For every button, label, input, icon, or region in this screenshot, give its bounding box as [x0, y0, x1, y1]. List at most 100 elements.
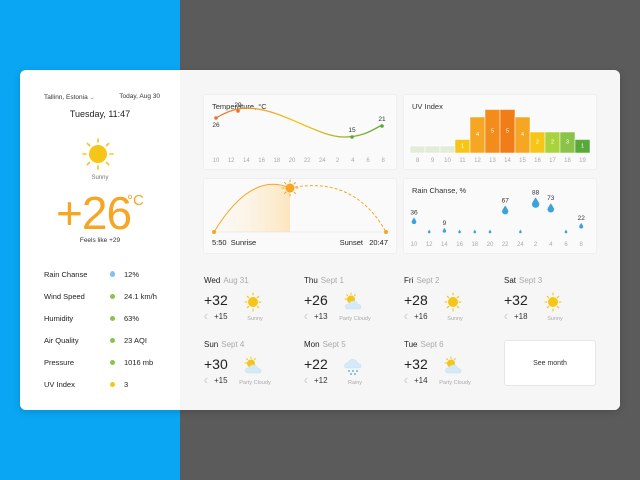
status-dot-icon: [110, 381, 115, 387]
rain-x-tick: 2: [534, 242, 538, 248]
rain-x-tick: 12: [426, 242, 433, 248]
forecast-day: Wed Aug 31: [204, 276, 249, 285]
forecast-condition: Sunny: [447, 316, 463, 322]
uv-x-tick: 15: [519, 158, 526, 164]
current-condition: Sunny: [91, 175, 109, 181]
status-dot-icon: [110, 359, 115, 365]
sun-arc: [212, 179, 388, 234]
uv-x-tick: 11: [459, 158, 466, 164]
forecast-day: Sat Sept 3: [504, 276, 542, 285]
stat-row: Air Quality 23 AQI: [44, 329, 174, 351]
forecast-day-card[interactable]: Sun Sept 4 +30 ☾ +15 Party Cloudy: [204, 340, 296, 402]
rain-x-tick: 18: [471, 242, 478, 248]
rain-value-label: 9: [443, 220, 447, 227]
temperature-x-tick: 10: [213, 158, 220, 164]
partly-cloudy-icon: [442, 356, 464, 376]
forecast-low-temp: +15: [214, 312, 228, 321]
partly-cloudy-icon: [342, 292, 364, 312]
moon-icon: ☾: [504, 314, 511, 321]
uv-bar-label: 5: [506, 128, 509, 134]
forecast-high-temp: +30: [204, 356, 228, 372]
forecast-high-temp: +22: [304, 356, 328, 372]
raindrop-icon: [488, 229, 492, 234]
temperature-x-tick: 12: [228, 158, 235, 164]
location-row: Tallinn, Estonia ⌄ Today, Aug 30: [44, 93, 160, 101]
rain-value-label: 73: [547, 195, 555, 202]
sun-icon: [242, 292, 264, 312]
uv-bar-label: 3: [566, 140, 569, 146]
sunrise-label: Sunrise: [230, 238, 257, 247]
forecast-date: Sept 6: [420, 340, 444, 349]
forecast-date: Sept 1: [320, 276, 344, 285]
rain-x-tick: 24: [517, 242, 524, 248]
uv-x-tick: 13: [489, 158, 496, 164]
raindrop-icon: [110, 271, 115, 277]
moon-icon: ☾: [204, 378, 211, 385]
uv-bar: [439, 145, 456, 154]
forecast-day: Thu Sept 1: [304, 276, 344, 285]
forecast-day-name: Sat: [504, 276, 517, 285]
rain-chance-chart: Rain Chanse, % 36 10 12 9 14 16 18 20 67 22 24 88 2 7…: [403, 178, 597, 254]
uv-x-tick: 18: [564, 158, 571, 164]
temperature-x-tick: 8: [382, 158, 386, 164]
temperature-x-tick: 16: [258, 158, 265, 164]
stat-row: Pressure 1016 mb: [44, 351, 174, 373]
temperature-x-tick: 14: [243, 158, 250, 164]
forecast-date: Sept 5: [322, 340, 346, 349]
raindrop-icon: [519, 229, 522, 234]
forecast-day-card[interactable]: Fri Sept 2 +28 ☾ +16 Sunny: [404, 276, 496, 338]
temperature-x-tick: 6: [366, 158, 370, 164]
uv-bar-label: 1: [461, 143, 464, 149]
forecast-low-temp: +14: [414, 376, 428, 385]
temperature-point-label: 26: [212, 122, 220, 129]
rain-x-tick: 16: [456, 242, 463, 248]
stat-row: Wind Speed 24.1 km/h: [44, 285, 174, 307]
location-selector[interactable]: Tallinn, Estonia ⌄: [44, 94, 95, 101]
stat-row: Rain Chanse 12%: [44, 263, 174, 285]
forecast-high-temp: +28: [404, 292, 428, 308]
forecast-day: Sun Sept 4: [204, 340, 244, 349]
weather-card: Tallinn, Estonia ⌄ Today, Aug 30 Tuesday…: [20, 70, 620, 410]
forecast-day-name: Wed: [204, 276, 221, 285]
forecast-day-card[interactable]: Thu Sept 1 +26 ☾ +13 Party Cloudy: [304, 276, 396, 338]
forecast-date: Sept 2: [416, 276, 440, 285]
stat-value: 1016 mb: [124, 357, 154, 367]
stat-value: 63%: [124, 313, 140, 323]
forecast-high-temp: +32: [204, 292, 228, 308]
forecast-condition: Sunny: [547, 316, 563, 322]
temperature-x-tick: 24: [319, 158, 326, 164]
forecast-day-name: Sun: [204, 340, 219, 349]
stat-value: 23 AQI: [124, 335, 147, 345]
uv-bar-label: 5: [491, 128, 494, 134]
rain-value-label: 67: [502, 198, 510, 205]
moon-icon: ☾: [204, 314, 211, 321]
rain-x-tick: 10: [411, 242, 418, 248]
forecast-day-card[interactable]: Sat Sept 3 +32 ☾ +18 Sunny: [504, 276, 596, 338]
stat-value: 24.1 km/h: [124, 291, 157, 301]
temperature-chart-title: Temperature, °C: [212, 102, 267, 111]
raindrop-icon: [547, 203, 555, 213]
forecast-day-name: Mon: [304, 340, 320, 349]
uv-bar-label: 2: [536, 140, 539, 146]
sunset-info: Sunset 20:47: [340, 238, 388, 247]
uv-x-tick: 14: [504, 158, 511, 164]
forecast-day-card[interactable]: Mon Sept 5 +22 ☾ +12 Rainy: [304, 340, 396, 402]
rain-icon: [342, 356, 364, 376]
stat-label: Air Quality: [44, 335, 79, 345]
forecast-high-temp: +26: [304, 292, 328, 308]
raindrop-icon: [579, 222, 584, 229]
stat-label: Pressure: [44, 357, 75, 367]
forecast-day-card[interactable]: Tue Sept 6 +32 ☾ +14 Party Cloudy: [404, 340, 496, 402]
uv-index-chart: UV Index 8 9 10 1 11 4 12 5 13 5 14 4 15 2 16 2 17 3 18 1 19: [403, 94, 597, 170]
uv-bar-label: 1: [581, 143, 584, 149]
rain-x-tick: 14: [441, 242, 448, 248]
temperature-x-tick: 4: [351, 158, 355, 164]
raindrop-icon: [458, 229, 461, 234]
see-month-button[interactable]: See month: [504, 340, 596, 386]
uv-x-tick: 17: [549, 158, 556, 164]
uv-x-tick: 16: [534, 158, 541, 164]
forecast-day: Mon Sept 5: [304, 340, 346, 349]
forecast-day-card[interactable]: Wed Aug 31 +32 ☾ +15 Sunny: [204, 276, 296, 338]
